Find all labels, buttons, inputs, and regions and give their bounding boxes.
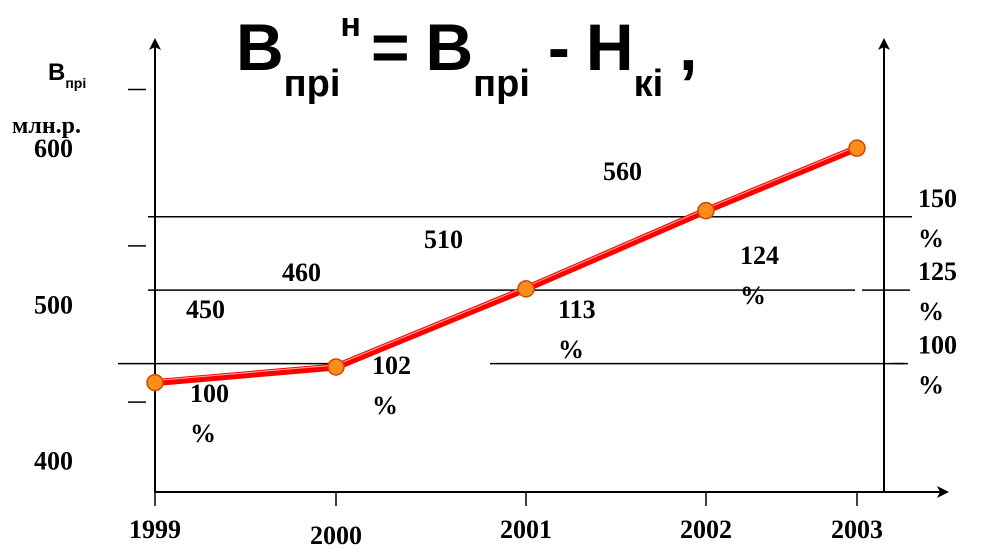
right-axis-label-line: 150 [918, 184, 957, 213]
y-tick-label: 400 [34, 447, 73, 476]
value-label: 450 [186, 295, 225, 324]
formula-rhs-main: B [426, 10, 474, 84]
data-point [848, 139, 866, 157]
x-tick-label: 1999 [129, 515, 181, 544]
percent-label-line: % [372, 391, 398, 420]
y-axis-title-sub: прі [65, 75, 86, 91]
right-axis-label: 100% [918, 331, 957, 400]
formula-rhs2-sub: кі [634, 63, 664, 105]
percent-label: 124% [740, 241, 779, 310]
x-tick-label: 2003 [831, 515, 883, 544]
value-label: 560 [603, 157, 642, 186]
right-axis-label-line: 100 [918, 331, 957, 360]
y-axis-title-main: B [48, 59, 65, 86]
formula-rhs2-main: H [586, 10, 634, 84]
data-point [146, 373, 164, 392]
data-point [517, 280, 535, 298]
formula-equals: = [371, 10, 410, 84]
percent-label-line: 124 [740, 241, 779, 270]
value-label: 510 [424, 225, 463, 254]
right-axis-label-line: % [918, 224, 944, 253]
percent-label-line: % [558, 335, 584, 364]
data-point [697, 201, 715, 220]
formula-minus: - [548, 10, 570, 84]
x-ticks: 1999 2000 2001 2002 2003 [129, 492, 883, 550]
x-tick-label: 2002 [680, 515, 732, 544]
series-layer [146, 139, 866, 392]
formula-title: Bпрін = Bпрі - Hкі, [236, 6, 697, 105]
y-tick-label: 500 [34, 290, 73, 319]
right-axis-label: 125% [918, 257, 957, 326]
formula-lhs-sup: н [340, 6, 361, 44]
x-tick-label: 2000 [310, 521, 362, 550]
percent-label-line: % [740, 281, 766, 310]
formula-comma: , [679, 10, 697, 84]
right-axis-label: 150% [918, 184, 957, 253]
y-axis-title: Bпрі [48, 59, 86, 91]
percent-label-line: 113 [558, 295, 596, 324]
percent-label: 113% [558, 295, 596, 364]
data-point [327, 358, 345, 376]
formula-lhs-main: B [236, 10, 284, 84]
grid-lines [118, 216, 912, 365]
x-tick-label: 2001 [500, 515, 552, 544]
percent-label-line: % [190, 419, 216, 448]
formula-lhs-sub: прі [284, 63, 341, 105]
percent-label: 102% [372, 351, 411, 420]
y-axis-units: млн.р. [12, 113, 81, 139]
percent-label: 100% [190, 379, 229, 448]
percent-label-line: 102 [372, 351, 411, 380]
y-tick-label: 600 [34, 134, 73, 163]
formula-rhs-sub: прі [473, 63, 530, 105]
percent-label-line: 100 [190, 379, 229, 408]
right-axis-label-line: 125 [918, 257, 957, 286]
value-label: 460 [282, 258, 321, 287]
right-axis-label-line: % [918, 297, 944, 326]
right-axis-label-line: % [918, 371, 944, 400]
